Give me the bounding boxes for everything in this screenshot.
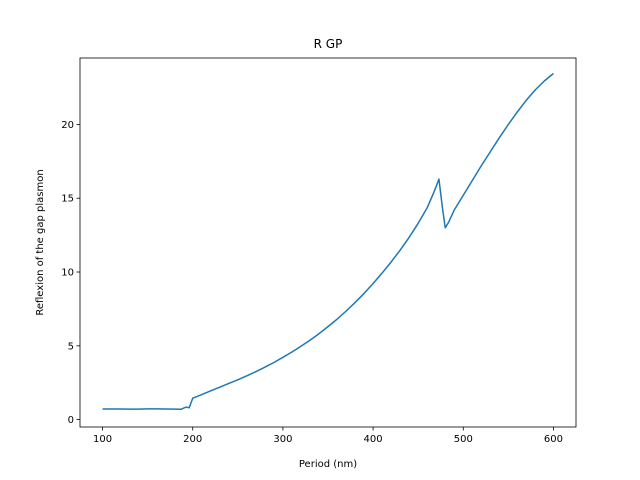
x-tick-label: 400: [364, 434, 383, 445]
series-group: [102, 72, 554, 411]
x-tick-label: 500: [454, 434, 473, 445]
y-tick-label: 15: [61, 194, 74, 205]
x-tick-label: 300: [273, 434, 292, 445]
x-tick-label: 100: [93, 434, 112, 445]
x-axis-label: Period (nm): [299, 459, 357, 470]
y-tick-label: 20: [61, 120, 74, 131]
x-tick-label: 600: [544, 434, 563, 445]
y-tick-label: 0: [68, 415, 74, 426]
y-axis-label: Reflexion of the gap plasmon: [35, 169, 46, 315]
chart-title: R GP: [314, 37, 343, 51]
axis-ticks: 100 200 300 400 500 600 0 5 10 15 20: [61, 120, 563, 445]
y-tick-label: 10: [61, 268, 74, 279]
series-line: [102, 72, 554, 411]
plot-frame: [79, 57, 577, 428]
x-tick-label: 200: [183, 434, 202, 445]
y-tick-label: 5: [68, 341, 74, 352]
